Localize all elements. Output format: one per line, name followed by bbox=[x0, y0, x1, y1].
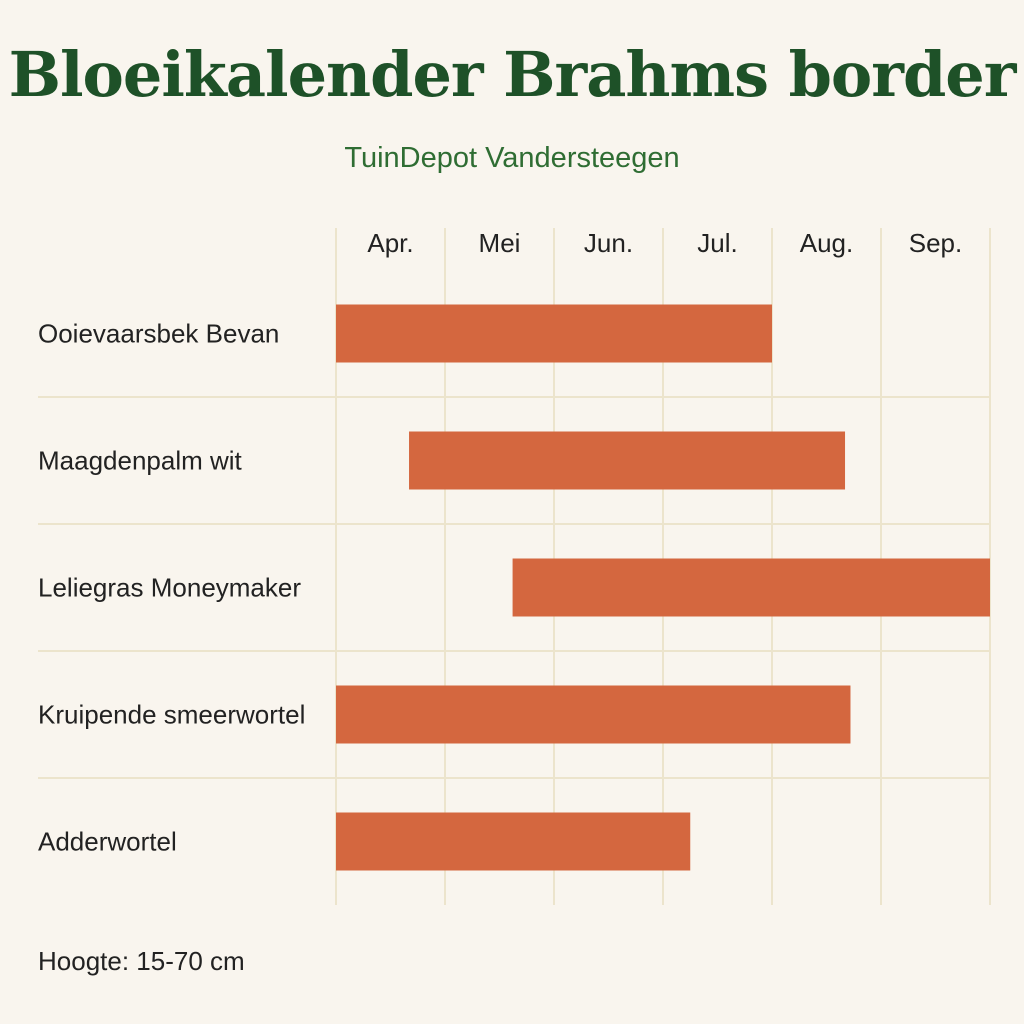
month-label: Jul. bbox=[697, 228, 737, 258]
bloom-bar bbox=[336, 812, 691, 871]
plant-label: Maagdenpalm wit bbox=[38, 446, 243, 476]
month-label: Jun. bbox=[584, 228, 633, 258]
chart-title: Bloeikalender Brahms border bbox=[8, 38, 1017, 111]
month-label: Mei bbox=[479, 228, 521, 258]
plant-label: Ooievaarsbek Bevan bbox=[38, 319, 279, 349]
chart-subtitle: TuinDepot Vandersteegen bbox=[344, 142, 680, 174]
plant-label: Leliegras Moneymaker bbox=[38, 573, 301, 603]
month-label: Apr. bbox=[367, 228, 413, 258]
month-label: Aug. bbox=[800, 228, 854, 258]
month-label: Sep. bbox=[909, 228, 963, 258]
bloom-bar bbox=[336, 685, 851, 744]
plant-label: Kruipende smeerwortel bbox=[38, 700, 305, 730]
bloom-bar bbox=[336, 304, 772, 363]
bloom-bar bbox=[512, 558, 990, 617]
bloom-bar bbox=[409, 431, 846, 490]
height-footnote: Hoogte: 15-70 cm bbox=[38, 946, 245, 976]
plant-label: Adderwortel bbox=[38, 827, 177, 857]
